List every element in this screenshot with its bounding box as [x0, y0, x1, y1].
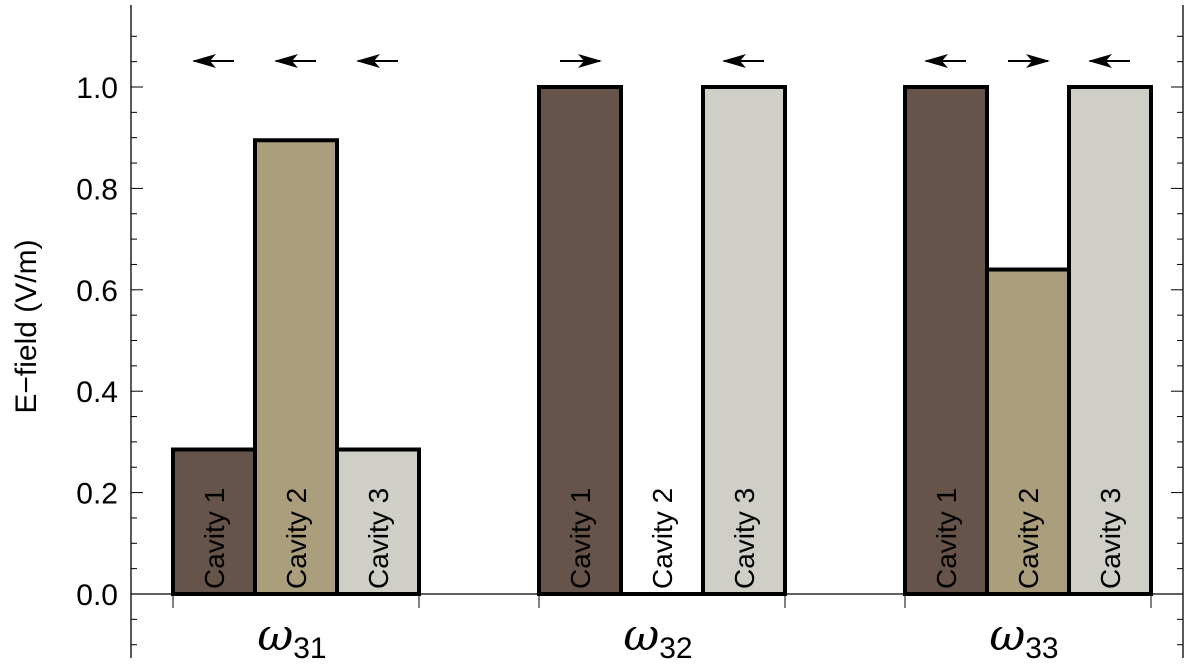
bars: Cavity 1 Cavity 2 Cavity 3 Cavity 1 Cavity 2…: [171, 85, 1153, 597]
group-labels: ω31 ω32 ω33: [172, 594, 1152, 665]
y-tick-label: 1.0: [76, 72, 118, 105]
bar-label: Cavity 2: [281, 488, 312, 589]
y-tick-label: 0.8: [76, 173, 118, 206]
arrow-left-icon: [722, 54, 764, 68]
arrow-left-icon: [274, 54, 316, 68]
bar-label: Cavity 2: [1013, 488, 1044, 589]
y-tick-label: 0.2: [76, 478, 118, 511]
group-label: ω31: [257, 610, 326, 665]
arrow-right-icon: [1008, 54, 1050, 68]
bar-g3-cavity-2: [985, 267, 1071, 596]
bar-g2-cavity-1: [537, 85, 623, 596]
bar-g1-cavity-2: [253, 138, 339, 597]
y-axis: 0.0 0.2 0.4 0.6 0.8 1.0: [76, 35, 1183, 646]
y-axis-label: E−field (V/m): [10, 239, 43, 413]
arrow-left-icon: [192, 54, 234, 68]
y-tick-label: 0.0: [76, 579, 118, 612]
group-label: ω32: [623, 610, 692, 665]
bar-g3-cavity-1: [903, 85, 989, 596]
arrow-right-icon: [560, 54, 602, 68]
bar-label: Cavity 3: [1095, 488, 1126, 589]
direction-arrows: [192, 54, 1130, 68]
bar-label: Cavity 1: [931, 488, 962, 589]
bar-g1-cavity-3: [335, 447, 421, 596]
arrow-left-icon: [356, 54, 398, 68]
bar-label: Cavity 1: [565, 488, 596, 589]
bar-g2-cavity-3: [701, 85, 787, 596]
bar-label: Cavity 1: [199, 488, 230, 589]
arrow-left-icon: [1088, 54, 1130, 68]
group-label: ω33: [989, 610, 1058, 665]
y-tick-label: 0.4: [76, 376, 118, 409]
bar-label: Cavity 2: [647, 488, 678, 589]
bar-label: Cavity 3: [729, 488, 760, 589]
bar-g3-cavity-3: [1067, 85, 1153, 596]
arrow-left-icon: [924, 54, 966, 68]
bar-label: Cavity 3: [363, 488, 394, 589]
y-tick-label: 0.6: [76, 275, 118, 308]
